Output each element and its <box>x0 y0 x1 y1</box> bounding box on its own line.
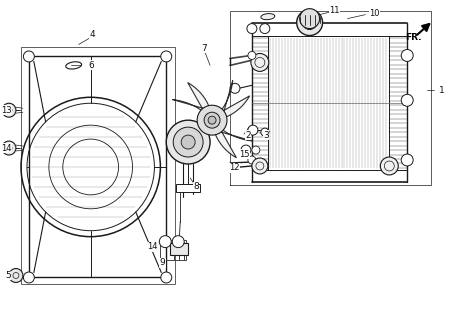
Circle shape <box>248 125 258 135</box>
Circle shape <box>23 272 34 283</box>
Circle shape <box>248 52 256 60</box>
Circle shape <box>208 116 216 124</box>
Text: 5: 5 <box>5 271 11 280</box>
Text: 13: 13 <box>1 106 12 115</box>
Circle shape <box>181 135 195 149</box>
Text: 15: 15 <box>239 149 249 158</box>
Text: 8: 8 <box>193 182 199 191</box>
Text: 12: 12 <box>229 164 240 172</box>
Text: 7: 7 <box>201 44 207 53</box>
Text: 14: 14 <box>147 242 157 251</box>
Circle shape <box>260 24 270 34</box>
Circle shape <box>161 51 172 62</box>
Circle shape <box>303 16 317 29</box>
Text: 11: 11 <box>329 6 339 15</box>
Text: 2: 2 <box>245 131 251 140</box>
Circle shape <box>380 157 398 175</box>
Circle shape <box>252 146 260 154</box>
Circle shape <box>9 268 23 283</box>
Text: 1: 1 <box>439 86 445 95</box>
Polygon shape <box>219 80 250 118</box>
Circle shape <box>297 10 323 36</box>
Circle shape <box>401 154 413 166</box>
Circle shape <box>159 236 171 248</box>
Circle shape <box>197 105 227 135</box>
Bar <box>160 240 186 260</box>
Circle shape <box>247 24 257 34</box>
Text: FR.: FR. <box>405 33 422 42</box>
Circle shape <box>241 145 251 155</box>
Bar <box>176 184 200 192</box>
Circle shape <box>204 112 220 128</box>
Circle shape <box>401 50 413 61</box>
Polygon shape <box>174 122 205 160</box>
Text: 10: 10 <box>369 9 380 18</box>
Text: 9: 9 <box>159 258 165 267</box>
Circle shape <box>401 94 413 106</box>
Circle shape <box>161 272 172 283</box>
Circle shape <box>172 236 184 248</box>
Text: 6: 6 <box>89 61 94 70</box>
Circle shape <box>2 141 16 155</box>
Text: 3: 3 <box>263 131 269 140</box>
Bar <box>21 47 175 284</box>
Circle shape <box>261 128 269 136</box>
Circle shape <box>173 127 203 157</box>
Circle shape <box>300 9 319 28</box>
Circle shape <box>230 83 240 93</box>
Circle shape <box>2 103 16 117</box>
Text: 14: 14 <box>1 144 11 153</box>
Circle shape <box>248 156 256 164</box>
Bar <box>170 243 188 255</box>
Circle shape <box>251 53 269 71</box>
Ellipse shape <box>261 13 275 20</box>
Text: 4: 4 <box>90 30 96 39</box>
Circle shape <box>252 158 268 174</box>
Circle shape <box>23 51 34 62</box>
Polygon shape <box>172 83 210 113</box>
Circle shape <box>166 120 210 164</box>
Polygon shape <box>214 127 252 158</box>
